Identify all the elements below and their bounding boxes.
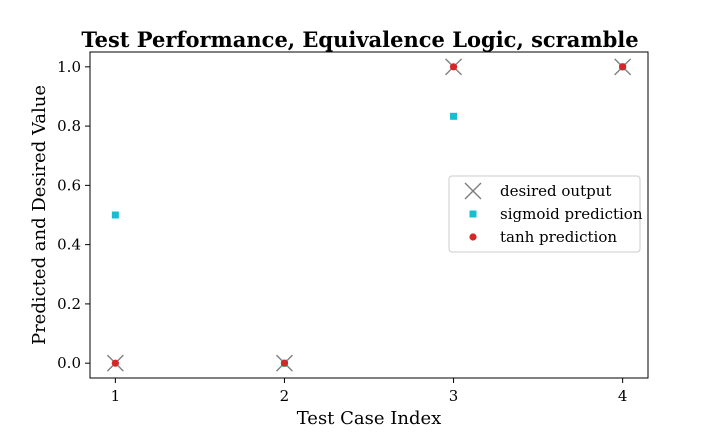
- data-point: [280, 359, 289, 367]
- y-tick-label: 0.2: [57, 295, 81, 313]
- data-point: [111, 211, 119, 219]
- y-tick-label: 0.0: [57, 354, 81, 372]
- series-circle: [111, 63, 627, 367]
- data-point: [111, 359, 119, 367]
- y-tick-label: 1.0: [57, 58, 81, 76]
- data-point: [619, 63, 627, 71]
- plot-frame: [89, 51, 649, 379]
- plot-area: 1 2 3 4 0.0 0.2 0.4 0.6 0.8 1.0: [57, 51, 649, 405]
- x-tick-label: 2: [280, 387, 290, 405]
- legend-marker: [464, 182, 482, 200]
- x-axis: 1 2 3 4: [111, 378, 628, 405]
- x-axis-label: Test Case Index: [297, 408, 442, 429]
- x-tick-label: 4: [618, 387, 628, 405]
- chart-title: Test Performance, Equivalence Logic, scr…: [81, 27, 638, 52]
- legend-marker: [469, 210, 477, 218]
- x-tick-label: 1: [111, 387, 121, 405]
- x-tick-label: 3: [449, 387, 459, 405]
- legend-label: tanh prediction: [500, 228, 617, 246]
- y-axis: 0.0 0.2 0.4 0.6 0.8 1.0: [57, 58, 90, 372]
- y-tick-label: 0.8: [57, 117, 81, 135]
- data-marks: [106, 58, 632, 372]
- y-axis-label: Predicted and Desired Value: [29, 85, 50, 345]
- legend-label: sigmoid prediction: [500, 205, 643, 223]
- legend: desired output sigmoid prediction tanh pre…: [448, 175, 643, 253]
- y-tick-label: 0.4: [57, 236, 81, 254]
- data-point: [450, 112, 458, 120]
- legend-marker: [469, 233, 477, 241]
- y-tick-label: 0.6: [57, 176, 81, 194]
- data-point: [449, 63, 458, 71]
- legend-label: desired output: [500, 182, 611, 200]
- legend-box: [448, 175, 641, 253]
